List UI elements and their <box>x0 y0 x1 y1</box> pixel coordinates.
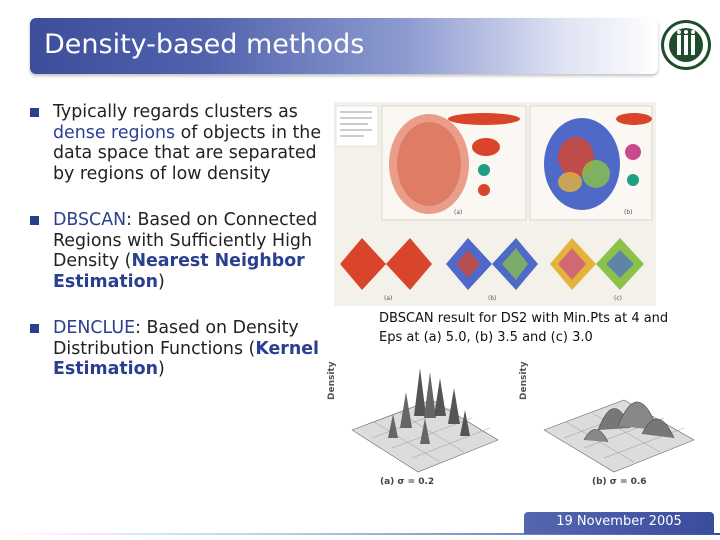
density-axis-label-a: Density <box>327 361 337 400</box>
bullet-text: ) <box>157 271 165 292</box>
bullet-list: Typically regards clusters as dense regi… <box>30 102 330 406</box>
highlight-dbscan: DBSCAN <box>53 210 127 230</box>
bullet-item-denclue: DENCLUE: Based on Density Distribution F… <box>30 318 330 380</box>
bullet-item-overview: Typically regards clusters as dense regi… <box>30 102 330 184</box>
slide-title: Density-based methods <box>44 29 365 60</box>
footer-rule <box>0 533 720 535</box>
bullet-text: ) <box>157 359 165 379</box>
footer-tab: 19 November 2005 <box>524 512 714 534</box>
bullet-text: of objects in the data space that are se… <box>53 122 322 184</box>
university-seal-logo <box>661 20 711 70</box>
subfigure-label-a: (a) <box>384 295 392 302</box>
bullet-marker <box>30 324 39 333</box>
footer-date: 19 November 2005 <box>556 514 682 529</box>
dbscan-figure-top: (a) (b) <box>334 102 656 230</box>
dbscan-figure-bottom: (a) (b) (c) <box>334 230 656 306</box>
subfigure-label-a: (a) <box>454 209 462 216</box>
bullet-item-dbscan: DBSCAN: Based on Connected Regions with … <box>30 210 330 292</box>
bullet-marker <box>30 108 39 117</box>
bullet-marker <box>30 216 39 225</box>
subfigure-label-c: (c) <box>614 295 622 302</box>
density-axis-label-b: Density <box>519 361 529 400</box>
highlight-kernel-estimation: Kernel Estimation <box>53 338 320 380</box>
highlight-nearest-neighbor: Nearest Neighbor Estimation <box>53 251 305 292</box>
highlight-denclue: DENCLUE <box>53 318 136 338</box>
sigma-label-b: (b) σ = 0.6 <box>592 477 647 487</box>
bullet-text: : Based on Density Distribution Function… <box>53 318 299 359</box>
bullet-text: Typically regards clusters as <box>53 102 298 122</box>
denclue-figure: Density (a) σ = 0.2 Density (b) σ = 0.6 <box>322 358 706 492</box>
bullet-text: : Based on Connected Regions with Suffic… <box>53 210 318 271</box>
highlight-dense-regions: dense regions <box>53 122 176 143</box>
subfigure-label-b: (b) <box>624 209 633 216</box>
sigma-label-a: (a) σ = 0.2 <box>380 477 434 487</box>
dbscan-caption: DBSCAN result for DS2 with Min.Pts at 4 … <box>379 311 669 345</box>
title-bar: Density-based methods <box>30 18 658 74</box>
subfigure-label-b: (b) <box>488 295 497 302</box>
